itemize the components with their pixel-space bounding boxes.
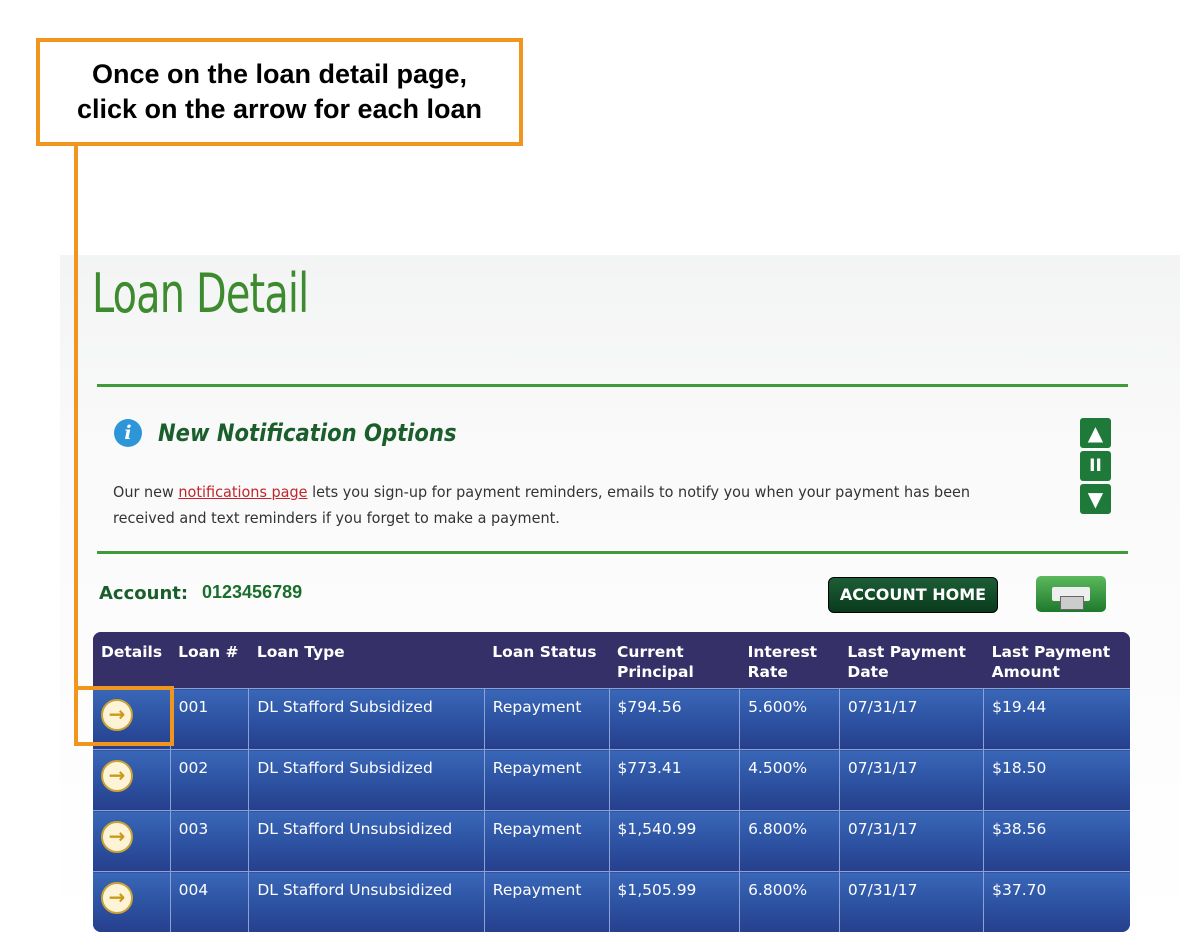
cell-principal: $1,540.99 bbox=[608, 810, 740, 872]
notification-title: New Notification Options bbox=[158, 419, 457, 447]
cell-status: Repayment bbox=[483, 749, 610, 811]
cell-loan: 004 bbox=[169, 871, 249, 932]
cell-type: DL Stafford Unsubsidized bbox=[248, 810, 485, 872]
account-home-button[interactable]: ACCOUNT HOME bbox=[828, 577, 998, 613]
pause-button[interactable]: II bbox=[1080, 451, 1111, 481]
cell-date: 07/31/17 bbox=[838, 871, 984, 932]
notifications-page-link[interactable]: notifications page bbox=[178, 483, 308, 501]
account-number: 0123456789 bbox=[202, 582, 303, 602]
column-header: Loan Type bbox=[248, 632, 485, 689]
divider bbox=[97, 384, 1128, 387]
column-header: Last Payment Amount bbox=[983, 632, 1130, 689]
cell-date: 07/31/17 bbox=[838, 688, 984, 750]
column-header: Loan # bbox=[170, 632, 249, 689]
divider bbox=[97, 551, 1128, 554]
cell-date: 07/31/17 bbox=[838, 810, 984, 872]
page-title: Loan Detail bbox=[92, 262, 309, 325]
cell-status: Repayment bbox=[483, 688, 610, 750]
table-row: → 003 DL Stafford Unsubsidized Repayment $1,… bbox=[93, 810, 1130, 872]
cell-amount: $18.50 bbox=[983, 749, 1130, 811]
details-arrow-icon[interactable]: → bbox=[101, 821, 133, 853]
column-header: Loan Status bbox=[484, 632, 610, 689]
account-label: Account: bbox=[99, 583, 189, 604]
info-icon: i bbox=[114, 419, 142, 447]
print-icon[interactable] bbox=[1036, 576, 1106, 612]
cell-amount: $38.56 bbox=[983, 810, 1130, 872]
column-header: Last Payment Date bbox=[839, 632, 984, 689]
cell-rate: 6.800% bbox=[739, 871, 840, 932]
cell-loan: 001 bbox=[169, 688, 249, 750]
cell-type: DL Stafford Subsidized bbox=[248, 688, 485, 750]
cell-principal: $1,505.99 bbox=[608, 871, 740, 932]
cell-loan: 003 bbox=[169, 810, 249, 872]
callout-connector-line bbox=[74, 145, 78, 742]
details-arrow-icon[interactable]: → bbox=[101, 699, 133, 731]
cell-principal: $773.41 bbox=[608, 749, 740, 811]
cell-amount: $37.70 bbox=[983, 871, 1130, 932]
scroll-up-button[interactable]: ▲ bbox=[1080, 418, 1111, 448]
loan-table: Details Loan # Loan Type Loan Status Current… bbox=[93, 632, 1130, 932]
table-row: → 001 DL Stafford Subsidized Repayment $794.… bbox=[93, 688, 1130, 750]
table-row: → 004 DL Stafford Unsubsidized Repayment $1,… bbox=[93, 871, 1130, 932]
table-row: → 002 DL Stafford Subsidized Repayment $773.… bbox=[93, 749, 1130, 811]
cell-type: DL Stafford Subsidized bbox=[248, 749, 485, 811]
cell-loan: 002 bbox=[169, 749, 249, 811]
cell-date: 07/31/17 bbox=[838, 749, 984, 811]
cell-status: Repayment bbox=[483, 871, 610, 932]
details-arrow-icon[interactable]: → bbox=[101, 882, 133, 914]
column-header: Details bbox=[93, 632, 171, 689]
cell-rate: 5.600% bbox=[739, 688, 840, 750]
column-header: Interest Rate bbox=[739, 632, 840, 689]
cell-type: DL Stafford Unsubsidized bbox=[248, 871, 485, 932]
cell-principal: $794.56 bbox=[608, 688, 740, 750]
column-header: Current Principal bbox=[609, 632, 740, 689]
cell-rate: 4.500% bbox=[739, 749, 840, 811]
details-arrow-icon[interactable]: → bbox=[101, 760, 133, 792]
cell-status: Repayment bbox=[483, 810, 610, 872]
notification-text: Our new notifications page lets you sign… bbox=[113, 483, 971, 527]
cell-amount: $19.44 bbox=[983, 688, 1130, 750]
scroll-down-button[interactable]: ▼ bbox=[1080, 484, 1111, 514]
instruction-callout: Once on the loan detail page, click on t… bbox=[36, 38, 523, 146]
highlight-box bbox=[74, 686, 174, 746]
cell-rate: 6.800% bbox=[739, 810, 840, 872]
